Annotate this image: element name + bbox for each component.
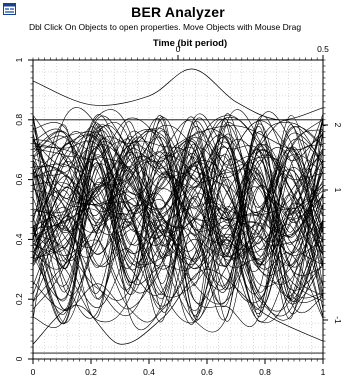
eye-trace: [32, 124, 324, 323]
eye-trace: [32, 144, 324, 290]
eye-trace: [32, 120, 324, 269]
eye-trace: [32, 114, 324, 268]
eye-trace: [32, 68, 324, 121]
instruction-text: Dbl Click On Objects to open properties.…: [28, 22, 302, 32]
right-tick-label: 1: [333, 188, 343, 193]
eye-trace: [32, 114, 324, 316]
eye-trace: [32, 118, 324, 266]
eye-trace: [32, 268, 324, 345]
axes: 0 0.2 0.4 0.6 0.8 1 0 0.2 0.4 0.6 0.8 1 0 0.5 -1 1 2: [14, 44, 343, 377]
eye-trace: [32, 117, 324, 323]
y-tick-label: 1: [14, 57, 24, 62]
eye-trace: [32, 130, 324, 324]
eye-trace: [32, 117, 324, 245]
x-tick-label: 0.4: [143, 367, 155, 377]
eye-trace: [32, 147, 324, 310]
y-tick-label: 0.8: [14, 114, 24, 126]
eye-trace: [32, 109, 324, 325]
eye-trace: [32, 118, 324, 318]
right-tick-label: -1: [333, 316, 343, 324]
eye-trace: [32, 120, 324, 311]
eye-trace: [32, 116, 324, 296]
y-tick-label: 0.4: [14, 233, 24, 245]
right-tick-label: 2: [333, 123, 343, 128]
top-axis-label: Time (bit period): [153, 38, 227, 49]
eye-traces: [32, 68, 324, 354]
x-tick-label: 0.6: [201, 367, 213, 377]
eye-trace: [32, 109, 324, 322]
top-tick-label: 0.5: [317, 44, 329, 54]
eye-trace: [32, 125, 324, 195]
eye-trace: [32, 113, 324, 267]
top-tick-label: 0: [176, 44, 181, 54]
eye-trace: [32, 116, 324, 304]
eye-trace: [32, 131, 324, 258]
eye-trace: [32, 122, 324, 255]
eye-trace: [32, 137, 324, 317]
eye-trace: [32, 119, 324, 323]
y-tick-label: 0.6: [14, 173, 24, 185]
x-tick-label: 0.8: [259, 367, 271, 377]
eye-trace: [32, 126, 324, 324]
eye-trace: [32, 115, 324, 321]
x-tick-label: 0.2: [85, 367, 97, 377]
eye-trace: [32, 157, 324, 317]
y-tick-label: 0.2: [14, 293, 24, 305]
y-tick-label: 0: [14, 356, 24, 361]
x-tick-label: 0: [31, 367, 36, 377]
x-tick-label: 1: [321, 367, 326, 377]
eye-trace: [32, 143, 324, 315]
app-window-icon: [3, 3, 16, 15]
eye-trace: [32, 126, 324, 312]
eye-trace: [32, 115, 324, 324]
chart-title: BER Analyzer: [131, 4, 225, 20]
eye-trace: [32, 111, 324, 293]
eye-trace: [32, 114, 324, 324]
eye-trace: [32, 144, 324, 324]
